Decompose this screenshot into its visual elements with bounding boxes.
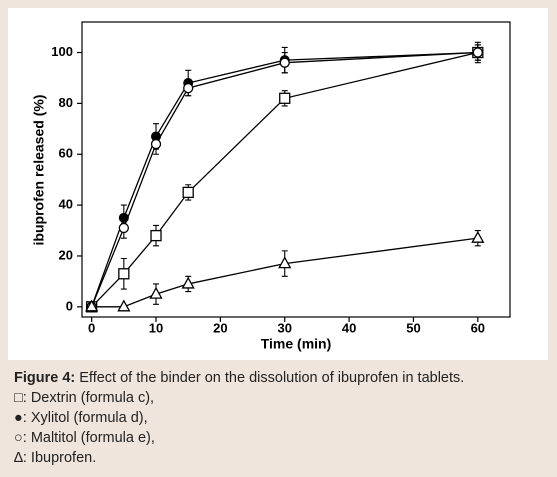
x-tick-label: 50 [406,320,420,335]
y-tick-label: 80 [59,95,73,110]
marker [472,47,483,58]
marker [182,186,194,199]
marker [150,138,162,150]
caption-text: Effect of the binder on the dissolution … [79,370,465,386]
x-tick-label: 30 [278,320,292,335]
caption-heading: Figure 4: Effect of the binder on the di… [14,368,464,388]
marker [117,299,131,312]
series-line [91,51,478,308]
caption-item: ∆: Ibuprofen. [14,450,97,466]
y-tick-label: 100 [51,44,73,59]
marker [150,229,162,242]
marker [149,286,163,299]
marker [118,222,129,234]
marker [181,276,195,289]
x-tick-label: 20 [213,320,227,335]
marker [279,57,290,68]
series-line [91,51,478,308]
y-axis-title: ibuprofen released (%) [31,95,47,246]
caption-item: □: Dextrin (formula c), [14,390,155,406]
marker [183,82,194,94]
marker [118,268,130,280]
x-axis-title: Time (min) [261,336,332,352]
caption-label: Figure 4: [14,370,76,386]
marker [278,256,292,269]
marker [85,299,99,312]
marker [471,230,485,243]
x-tick-label: 60 [471,320,485,335]
caption-item: ●: Xylitol (formula d), [14,410,148,426]
x-tick-label: 10 [149,320,163,335]
caption: Figure 4: Effect of the binder on the di… [14,368,464,468]
caption-item: ○: Maltitol (formula e), [14,430,155,446]
series-line [91,237,478,308]
y-tick-label: 0 [66,298,73,313]
marker [118,212,129,223]
plot-frame [81,21,511,318]
marker [279,92,291,104]
x-tick-label: 40 [342,320,356,335]
y-tick-label: 20 [59,247,73,262]
x-tick-label: 0 [88,320,95,335]
chart-background [8,8,548,360]
y-tick-label: 60 [59,146,73,161]
y-tick-label: 40 [59,197,73,212]
